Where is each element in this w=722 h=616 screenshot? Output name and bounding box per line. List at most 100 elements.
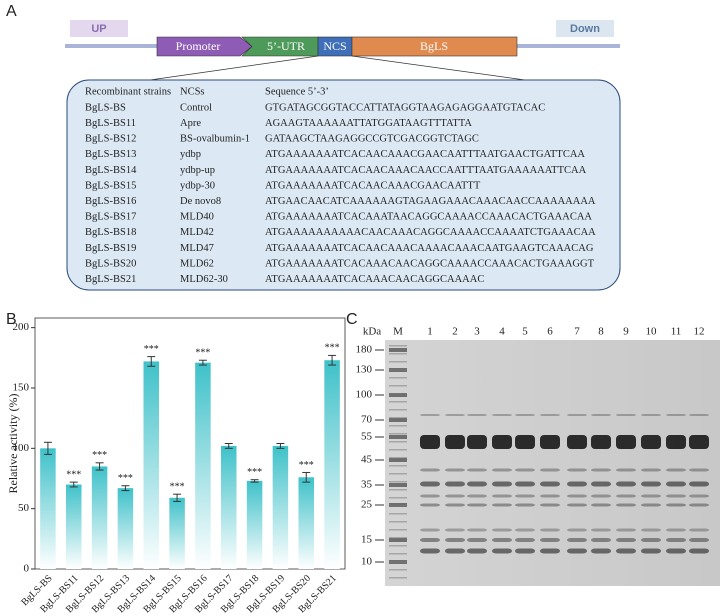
error-bar bbox=[198, 359, 207, 366]
marker-band bbox=[389, 458, 407, 462]
marker-label: 10 bbox=[361, 556, 373, 568]
protein-band bbox=[492, 494, 512, 498]
table-cell: MLD42 bbox=[180, 227, 214, 238]
table-cell: BS-ovalbumin-1 bbox=[180, 134, 250, 145]
error-bar bbox=[95, 462, 104, 471]
protein-band bbox=[492, 468, 512, 472]
protein-band bbox=[467, 435, 487, 449]
protein-band bbox=[540, 414, 560, 416]
protein-band bbox=[567, 468, 587, 472]
bar bbox=[91, 466, 108, 569]
error-bar bbox=[224, 443, 233, 449]
protein-band bbox=[515, 494, 535, 498]
error-bar bbox=[328, 354, 337, 366]
table-cell: ydbp bbox=[180, 149, 201, 160]
lane-label: 5 bbox=[522, 326, 528, 338]
marker-band bbox=[389, 561, 407, 563]
protein-band bbox=[689, 414, 709, 416]
bgls bbox=[351, 36, 518, 57]
protein-band bbox=[666, 468, 686, 472]
protein-band bbox=[420, 414, 440, 416]
protein-band bbox=[641, 435, 661, 449]
protein-band bbox=[420, 548, 440, 554]
callout-line bbox=[351, 55, 526, 81]
bar bbox=[40, 448, 56, 569]
marker-band bbox=[389, 465, 407, 467]
table-cell: GTGATAGCGGTACCATTATAGGTAAGAGAGGAATGTACAC bbox=[265, 102, 545, 113]
marker-band bbox=[389, 483, 407, 487]
marker-band bbox=[389, 521, 407, 523]
error-bar bbox=[173, 493, 182, 502]
protein-band bbox=[567, 548, 587, 554]
protein-band bbox=[641, 503, 661, 507]
protein-band bbox=[492, 435, 512, 449]
protein-band bbox=[689, 481, 709, 487]
table-cell: ATGAAAAAAAAAACAACAAACAGGCAAAACCAAAATCTGA… bbox=[265, 227, 596, 238]
marker-label: 180 bbox=[356, 344, 373, 356]
gel bbox=[385, 340, 720, 586]
significance: *** bbox=[247, 467, 262, 478]
significance: *** bbox=[170, 481, 185, 492]
protein-band bbox=[445, 503, 465, 507]
table-cell: BgLS-BS14 bbox=[85, 165, 137, 176]
protein-band bbox=[420, 435, 440, 449]
table-cell: MLD47 bbox=[180, 243, 214, 254]
table-cell: ATGAAAAAAATCACAACAAACGAACAATTT bbox=[265, 180, 481, 191]
lane-label: 12 bbox=[694, 326, 705, 338]
protein-band bbox=[515, 435, 535, 449]
table-cell: BgLS-BS bbox=[85, 102, 126, 113]
plot-frame bbox=[34, 317, 346, 570]
error-bar bbox=[250, 479, 259, 483]
protein-band bbox=[689, 548, 709, 554]
protein-band bbox=[515, 414, 535, 416]
marker-band bbox=[389, 353, 407, 355]
marker-band bbox=[389, 435, 407, 439]
protein-band bbox=[467, 528, 487, 532]
table-cell: MLD62 bbox=[180, 258, 214, 269]
protein-band bbox=[689, 528, 709, 532]
protein-band bbox=[420, 494, 440, 498]
bar bbox=[117, 488, 134, 569]
marker-label: 25 bbox=[361, 499, 373, 511]
protein-band bbox=[515, 468, 535, 472]
lane-label: 11 bbox=[671, 326, 682, 338]
error-bar bbox=[302, 471, 311, 483]
table-cell: ATGAAAAAAATCACAACAAACAACCAATTTAATGAAAAAA… bbox=[265, 165, 587, 176]
protein-band bbox=[591, 481, 611, 487]
table-cell: ATGAAAAAAATCACAAACAACAGGCAAAACCAAACACTGA… bbox=[265, 258, 595, 269]
protein-band bbox=[420, 468, 440, 472]
error-bar bbox=[147, 356, 156, 367]
lane-label: 2 bbox=[452, 326, 458, 338]
down-label: Down bbox=[570, 23, 600, 35]
y-axis-label: Relative activity (%) bbox=[6, 394, 20, 494]
significance: *** bbox=[325, 343, 340, 354]
protein-band bbox=[591, 528, 611, 532]
marker-band bbox=[389, 497, 407, 499]
significance: *** bbox=[144, 344, 159, 355]
protein-band bbox=[616, 503, 636, 507]
protein-band bbox=[467, 503, 487, 507]
marker-band bbox=[389, 393, 407, 395]
marker-label: 35 bbox=[361, 479, 373, 491]
error-bar bbox=[69, 481, 78, 488]
protein-band bbox=[567, 538, 587, 542]
protein-band bbox=[616, 481, 636, 487]
protein-band bbox=[467, 548, 487, 554]
unit-label: kDa bbox=[363, 326, 381, 338]
table-cell: ATGAAAAAAATCACAAACAACAGGCAAAAC bbox=[265, 274, 484, 285]
marker-band bbox=[389, 418, 407, 422]
protein-band bbox=[641, 494, 661, 498]
marker-band bbox=[389, 513, 407, 515]
table-header: Sequence 5’-3’ bbox=[265, 86, 329, 97]
panel-label: A bbox=[6, 3, 17, 20]
table-cell: ATGAAAAAAATCACAACAAACGAACAATTTAATGAACTGA… bbox=[265, 149, 585, 160]
protein-band bbox=[666, 548, 686, 554]
significance: *** bbox=[92, 450, 107, 461]
protein-band bbox=[515, 528, 535, 532]
table-cell: ydbp-30 bbox=[180, 180, 215, 191]
bar bbox=[169, 497, 185, 569]
element-label: NCS bbox=[323, 39, 346, 53]
lane-label: 8 bbox=[598, 326, 604, 338]
